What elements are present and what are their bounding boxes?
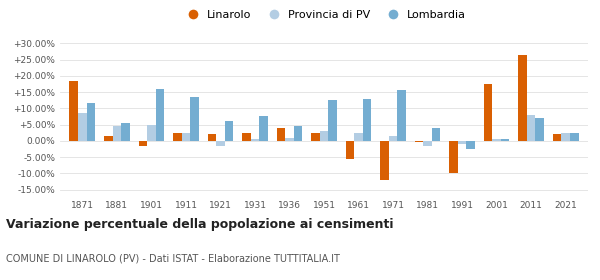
- Bar: [173, 133, 182, 141]
- Bar: [492, 139, 501, 141]
- Bar: [242, 133, 251, 141]
- Bar: [104, 136, 113, 141]
- Bar: [294, 126, 302, 141]
- Bar: [311, 133, 320, 141]
- Bar: [432, 128, 440, 141]
- Bar: [484, 84, 492, 141]
- Bar: [147, 125, 156, 141]
- Bar: [535, 118, 544, 141]
- Bar: [78, 113, 87, 141]
- Text: Variazione percentuale della popolazione ai censimenti: Variazione percentuale della popolazione…: [6, 218, 394, 231]
- Legend: Linarolo, Provincia di PV, Lombardia: Linarolo, Provincia di PV, Lombardia: [177, 6, 471, 25]
- Text: COMUNE DI LINAROLO (PV) - Dati ISTAT - Elaborazione TUTTITALIA.IT: COMUNE DI LINAROLO (PV) - Dati ISTAT - E…: [6, 254, 340, 264]
- Bar: [70, 81, 78, 141]
- Bar: [553, 134, 561, 141]
- Bar: [518, 55, 527, 141]
- Bar: [561, 133, 570, 141]
- Bar: [156, 89, 164, 141]
- Bar: [190, 97, 199, 141]
- Bar: [466, 141, 475, 149]
- Bar: [251, 139, 259, 141]
- Bar: [449, 141, 458, 173]
- Bar: [320, 131, 328, 141]
- Bar: [208, 134, 216, 141]
- Bar: [216, 141, 225, 146]
- Bar: [328, 100, 337, 141]
- Bar: [415, 141, 423, 143]
- Bar: [501, 139, 509, 141]
- Bar: [389, 136, 397, 141]
- Bar: [225, 121, 233, 141]
- Bar: [139, 141, 147, 146]
- Bar: [363, 99, 371, 141]
- Bar: [354, 133, 363, 141]
- Bar: [113, 126, 121, 141]
- Bar: [570, 133, 578, 141]
- Bar: [87, 103, 95, 141]
- Bar: [397, 90, 406, 141]
- Bar: [423, 141, 432, 146]
- Bar: [259, 116, 268, 141]
- Bar: [346, 141, 354, 159]
- Bar: [380, 141, 389, 180]
- Bar: [458, 141, 466, 144]
- Bar: [285, 137, 294, 141]
- Bar: [527, 115, 535, 141]
- Bar: [182, 133, 190, 141]
- Bar: [277, 128, 285, 141]
- Bar: [121, 123, 130, 141]
